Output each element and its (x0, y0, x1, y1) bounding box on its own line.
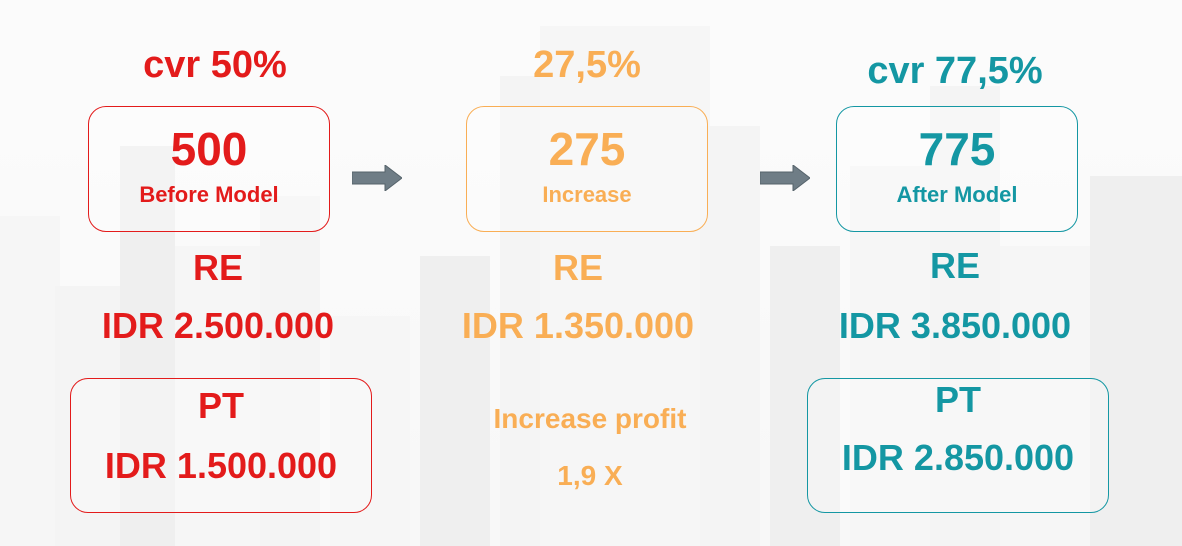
before-cvr: cvr 50% (143, 44, 287, 86)
after-pt-value: IDR 2.850.000 (841, 437, 1075, 478)
before-re-title: RE (192, 247, 243, 288)
before-re-value: IDR 2.500.000 (101, 305, 335, 346)
before-pt-value: IDR 1.500.000 (104, 445, 338, 486)
increase-label: Increase (542, 182, 632, 207)
after-pt-box (807, 378, 1109, 513)
before-pt-title: PT (197, 385, 244, 426)
increase-box (466, 106, 708, 232)
increase-cvr: 27,5% (533, 44, 641, 86)
after-label: After Model (896, 182, 1018, 207)
after-re-title: RE (929, 245, 980, 286)
before-pt-box (70, 378, 372, 513)
increase-profit-label: Increase profit (493, 403, 687, 434)
after-model-box (836, 106, 1078, 232)
after-re-value: IDR 3.850.000 (838, 305, 1072, 346)
after-cvr: cvr 77,5% (867, 50, 1043, 92)
increase-count: 275 (548, 123, 626, 175)
before-label: Before Model (139, 182, 279, 207)
before-model-box (88, 106, 330, 232)
after-count: 775 (918, 123, 996, 175)
arrow-right-icon (352, 165, 402, 191)
increase-re-value: IDR 1.350.000 (461, 305, 695, 346)
before-count: 500 (170, 123, 248, 175)
arrow-right-icon (760, 165, 810, 191)
increase-re-title: RE (552, 247, 603, 288)
after-pt-title: PT (934, 379, 981, 420)
increase-profit-value: 1,9 X (557, 460, 623, 491)
